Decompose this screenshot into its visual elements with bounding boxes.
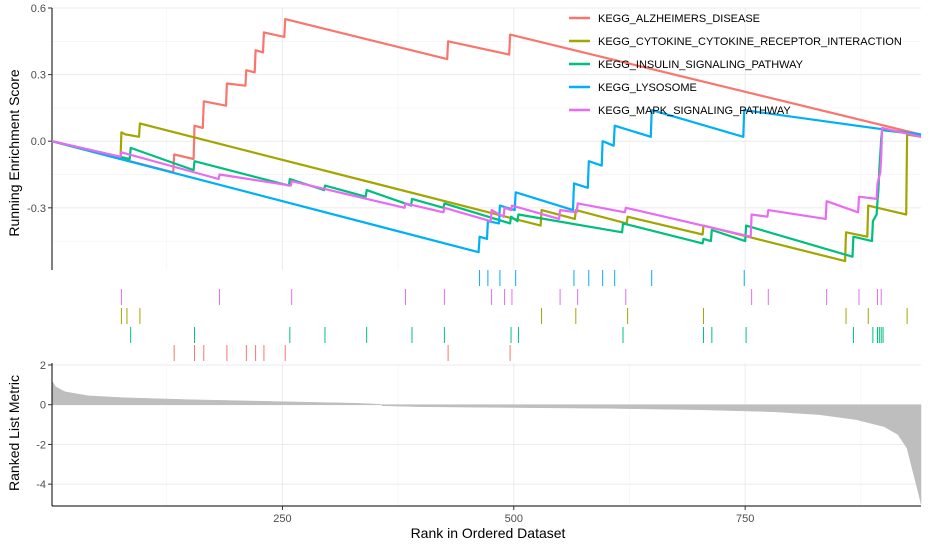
- top-panel-axes: 0.6 0.3 0.0 -0.3: [27, 3, 53, 270]
- bottom-panel-axes: 2 0 -2 -4 250 500 750: [36, 360, 921, 525]
- y-tick-label: 2: [40, 360, 46, 372]
- bottom-panel-grid: [52, 363, 921, 506]
- y-tick-label: 0: [40, 400, 46, 412]
- ranked-metric-area: [51, 380, 922, 505]
- series-line-kegg-alzheimers-disease: [51, 18, 922, 174]
- x-tick-label: 500: [505, 513, 523, 525]
- x-tick-label: 750: [736, 513, 754, 525]
- legend-label: KEGG_INSULIN_SIGNALING_PATHWAY: [598, 59, 804, 71]
- y-tick-label: -4: [36, 479, 46, 491]
- y-axis-title-bottom: Ranked List Metric: [6, 375, 22, 491]
- enrichment-lines: [51, 18, 922, 263]
- top-panel-grid: [52, 7, 921, 270]
- y-tick-label: 0.0: [31, 136, 46, 148]
- legend-label: KEGG_ALZHEIMERS_DISEASE: [598, 13, 760, 25]
- enrichment-panel: 0.60.30.0-0.3 KEGG_ALZHEIMERS_DISEASEKEG…: [27, 3, 922, 270]
- hit-marks-panel: [120, 270, 908, 361]
- x-tick-label: 250: [273, 513, 291, 525]
- y-tick-label: 0.3: [31, 70, 46, 82]
- ranked-metric-panel: 2 0 -2 -4 250 500 750: [36, 360, 922, 525]
- legend: KEGG_ALZHEIMERS_DISEASE KEGG_CYTOKINE_CYT…: [569, 13, 902, 117]
- series-line-kegg-lysosome: [51, 109, 922, 254]
- legend-label: KEGG_LYSOSOME: [598, 82, 697, 94]
- y-tick-label: -2: [36, 439, 46, 451]
- y-tick-label: 0.6: [31, 3, 46, 15]
- y-axis-title-top: Running Enrichment Score: [6, 69, 22, 237]
- series-line-kegg-mapk-signaling-pathway: [51, 126, 922, 238]
- legend-label: KEGG_MAPK_SIGNALING_PATHWAY: [598, 105, 791, 117]
- x-axis-title: Rank in Ordered Dataset: [411, 525, 566, 541]
- legend-label: KEGG_CYTOKINE_CYTOKINE_RECEPTOR_INTERACT…: [598, 36, 902, 48]
- series-line-kegg-cytokine-cytokine-receptor-interaction: [51, 122, 922, 263]
- y-tick-label: -0.3: [27, 203, 46, 215]
